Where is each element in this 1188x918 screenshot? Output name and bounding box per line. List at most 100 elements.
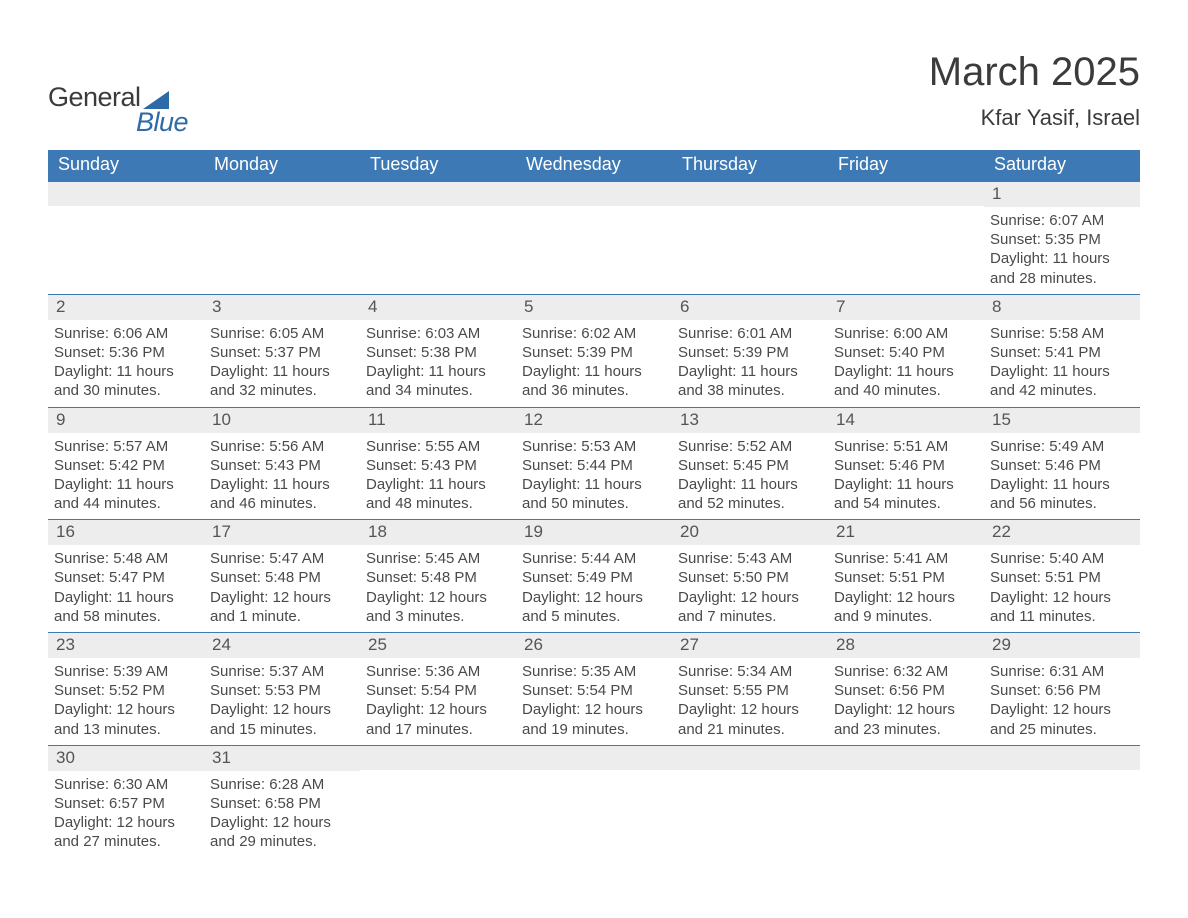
day-number: 3 — [204, 295, 360, 320]
day-cell: 8Sunrise: 5:58 AMSunset: 5:41 PMDaylight… — [984, 294, 1140, 407]
daylight: Daylight: 11 hours and 34 minutes. — [366, 362, 510, 400]
day-data: Sunrise: 5:39 AMSunset: 5:52 PMDaylight:… — [48, 658, 204, 745]
day-number — [672, 182, 828, 206]
daylight-label: Daylight: — [54, 589, 117, 606]
day-data: Sunrise: 5:36 AMSunset: 5:54 PMDaylight:… — [360, 658, 516, 745]
sunrise-value: 5:51 AM — [893, 438, 948, 455]
day-cell: 20Sunrise: 5:43 AMSunset: 5:50 PMDayligh… — [672, 520, 828, 633]
day-number: 25 — [360, 633, 516, 658]
sunset-label: Sunset: — [366, 569, 421, 586]
daylight: Daylight: 12 hours and 27 minutes. — [54, 813, 198, 851]
day-cell: 21Sunrise: 5:41 AMSunset: 5:51 PMDayligh… — [828, 520, 984, 633]
sunrise-value: 5:49 AM — [1049, 438, 1104, 455]
sunrise: Sunrise: 6:06 AM — [54, 324, 198, 343]
sunrise-label: Sunrise: — [522, 325, 581, 342]
daylight-label: Daylight: — [522, 589, 585, 606]
daylight-label: Daylight: — [210, 814, 273, 831]
sunrise-value: 5:52 AM — [737, 438, 792, 455]
day-number: 21 — [828, 520, 984, 545]
dow-monday: Monday — [204, 150, 360, 182]
sunset-label: Sunset: — [678, 682, 733, 699]
sunset-value: 5:39 PM — [733, 344, 789, 361]
daylight: Daylight: 12 hours and 25 minutes. — [990, 700, 1134, 738]
day-data: Sunrise: 5:49 AMSunset: 5:46 PMDaylight:… — [984, 433, 1140, 520]
daylight: Daylight: 11 hours and 36 minutes. — [522, 362, 666, 400]
sunset-label: Sunset: — [54, 682, 109, 699]
day-data: Sunrise: 5:47 AMSunset: 5:48 PMDaylight:… — [204, 545, 360, 632]
sunset: Sunset: 5:44 PM — [522, 456, 666, 475]
day-cell: 27Sunrise: 5:34 AMSunset: 5:55 PMDayligh… — [672, 633, 828, 746]
sunset-label: Sunset: — [990, 457, 1045, 474]
daylight-label: Daylight: — [210, 363, 273, 380]
daylight: Daylight: 11 hours and 50 minutes. — [522, 475, 666, 513]
day-cell: 14Sunrise: 5:51 AMSunset: 5:46 PMDayligh… — [828, 407, 984, 520]
day-number: 4 — [360, 295, 516, 320]
sunset-label: Sunset: — [522, 457, 577, 474]
sunset-value: 5:49 PM — [577, 569, 633, 586]
day-cell: 31Sunrise: 6:28 AMSunset: 6:58 PMDayligh… — [204, 745, 360, 857]
sunrise-value: 5:53 AM — [581, 438, 636, 455]
sunset: Sunset: 5:48 PM — [366, 568, 510, 587]
sunrise-value: 5:41 AM — [893, 550, 948, 567]
day-number: 11 — [360, 408, 516, 433]
empty-cell — [672, 182, 828, 295]
week-row: 2Sunrise: 6:06 AMSunset: 5:36 PMDaylight… — [48, 294, 1140, 407]
day-data: Sunrise: 5:55 AMSunset: 5:43 PMDaylight:… — [360, 433, 516, 520]
day-number — [204, 182, 360, 206]
sunset-value: 5:55 PM — [733, 682, 789, 699]
daylight: Daylight: 11 hours and 38 minutes. — [678, 362, 822, 400]
sunrise: Sunrise: 6:32 AM — [834, 662, 978, 681]
day-number: 6 — [672, 295, 828, 320]
day-data: Sunrise: 5:44 AMSunset: 5:49 PMDaylight:… — [516, 545, 672, 632]
sunrise-label: Sunrise: — [834, 663, 893, 680]
sunset-value: 5:50 PM — [733, 569, 789, 586]
day-data: Sunrise: 5:45 AMSunset: 5:48 PMDaylight:… — [360, 545, 516, 632]
daylight: Daylight: 12 hours and 13 minutes. — [54, 700, 198, 738]
sunset-label: Sunset: — [990, 344, 1045, 361]
calendar-body: 1Sunrise: 6:07 AMSunset: 5:35 PMDaylight… — [48, 182, 1140, 858]
sunset: Sunset: 5:38 PM — [366, 343, 510, 362]
sunrise: Sunrise: 5:52 AM — [678, 437, 822, 456]
day-data — [672, 770, 828, 848]
daylight-label: Daylight: — [834, 476, 897, 493]
day-number — [672, 746, 828, 770]
sunset: Sunset: 5:48 PM — [210, 568, 354, 587]
day-data: Sunrise: 6:32 AMSunset: 6:56 PMDaylight:… — [828, 658, 984, 745]
location-label: Kfar Yasif, Israel — [929, 105, 1140, 131]
sunrise-value: 5:45 AM — [425, 550, 480, 567]
sunset-label: Sunset: — [678, 569, 733, 586]
sunrise: Sunrise: 5:39 AM — [54, 662, 198, 681]
daylight: Daylight: 12 hours and 29 minutes. — [210, 813, 354, 851]
sunset-value: 5:47 PM — [109, 569, 165, 586]
sunrise-label: Sunrise: — [678, 550, 737, 567]
sunrise: Sunrise: 5:51 AM — [834, 437, 978, 456]
day-number: 31 — [204, 746, 360, 771]
dow-sunday: Sunday — [48, 150, 204, 182]
sunrise: Sunrise: 6:31 AM — [990, 662, 1134, 681]
sunset-value: 5:54 PM — [577, 682, 633, 699]
dow-saturday: Saturday — [984, 150, 1140, 182]
day-of-week-row: Sunday Monday Tuesday Wednesday Thursday… — [48, 150, 1140, 182]
sunrise-value: 6:01 AM — [737, 325, 792, 342]
daylight-label: Daylight: — [678, 476, 741, 493]
daylight: Daylight: 12 hours and 23 minutes. — [834, 700, 978, 738]
title-block: March 2025 Kfar Yasif, Israel — [929, 50, 1140, 131]
day-number: 7 — [828, 295, 984, 320]
sunset: Sunset: 5:46 PM — [990, 456, 1134, 475]
sunrise: Sunrise: 5:36 AM — [366, 662, 510, 681]
day-data: Sunrise: 5:48 AMSunset: 5:47 PMDaylight:… — [48, 545, 204, 632]
daylight-label: Daylight: — [990, 250, 1053, 267]
sunset: Sunset: 6:57 PM — [54, 794, 198, 813]
sunrise-value: 5:39 AM — [113, 663, 168, 680]
sunrise: Sunrise: 5:48 AM — [54, 549, 198, 568]
sunrise: Sunrise: 5:49 AM — [990, 437, 1134, 456]
sunrise-label: Sunrise: — [678, 438, 737, 455]
sunrise-label: Sunrise: — [522, 550, 581, 567]
sunrise-value: 6:02 AM — [581, 325, 636, 342]
sunset: Sunset: 5:54 PM — [522, 681, 666, 700]
sunrise-label: Sunrise: — [54, 438, 113, 455]
day-number: 18 — [360, 520, 516, 545]
daylight-label: Daylight: — [834, 589, 897, 606]
sunset: Sunset: 6:56 PM — [990, 681, 1134, 700]
day-number: 22 — [984, 520, 1140, 545]
